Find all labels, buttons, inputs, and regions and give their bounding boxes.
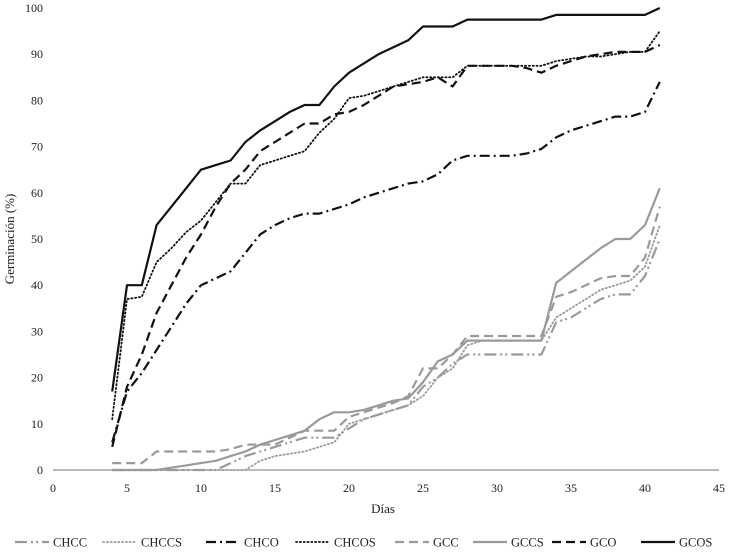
y-tick-label: 30: [31, 324, 43, 338]
legend-label: GCOS: [679, 536, 712, 550]
y-tick-label: 100: [25, 1, 43, 15]
y-tick-label: 20: [31, 371, 43, 385]
series-line-chcos: [111, 30, 661, 421]
legend-label: GCO: [590, 536, 616, 550]
x-tick-label: 45: [713, 481, 725, 495]
legend-label: GCC: [433, 536, 459, 550]
x-tick-label: 0: [50, 481, 56, 495]
x-tick-label: 15: [269, 481, 281, 495]
legend-label: CHCC: [53, 536, 87, 550]
series-line-chcc: [112, 238, 661, 472]
x-tick-label: 35: [565, 481, 577, 495]
legend-item-chcos: CHCOS: [295, 536, 376, 550]
legend-label: CHCO: [244, 536, 279, 550]
legend-item-chccs: CHCCS: [102, 536, 182, 550]
series-line-chccs: [111, 224, 661, 471]
y-tick-label: 80: [31, 93, 43, 107]
legend-item-gccs: GCCS: [473, 536, 544, 550]
x-axis-title: Días: [371, 501, 395, 516]
legend-item-gcc: GCC: [395, 536, 459, 550]
legend-label: CHCOS: [334, 536, 376, 550]
legend-item-gcos: GCOS: [641, 536, 712, 550]
x-tick-label: 25: [417, 481, 429, 495]
x-tick-label: 20: [343, 481, 355, 495]
y-axis-title: Germinación (%): [2, 194, 17, 285]
y-tick-label: 40: [31, 278, 43, 292]
series-lines: [111, 7, 661, 472]
y-tick-label: 0: [37, 463, 43, 477]
legend-item-gco: GCO: [552, 536, 616, 550]
x-tick-label: 10: [195, 481, 207, 495]
series-line-chco: [111, 81, 661, 443]
series-line-gcos: [111, 7, 661, 392]
y-tick-label: 90: [31, 47, 43, 61]
legend-item-chcc: CHCC: [15, 536, 87, 550]
legend-label: CHCCS: [141, 536, 182, 550]
legend: CHCC CHCCS CHCO CHCOS GCC GCCS GCO GCOS: [15, 536, 712, 550]
y-tick-label: 70: [31, 140, 43, 154]
tick-labels: 0 5 10 15 20 25 30 35 40 45 0 10 20 30 40 50 60 70 80 90 100: [25, 1, 725, 495]
series-line-gccs: [112, 187, 661, 472]
x-tick-label: 30: [491, 481, 503, 495]
y-tick-label: 60: [31, 186, 43, 200]
x-tick-label: 5: [124, 481, 130, 495]
y-tick-label: 50: [31, 232, 43, 246]
legend-item-chco: CHCO: [206, 536, 279, 550]
legend-label: GCCS: [511, 536, 544, 550]
series-line-gcc: [112, 206, 661, 465]
x-tick-label: 40: [639, 481, 651, 495]
y-tick-label: 10: [31, 417, 43, 431]
series-line-gco: [111, 44, 661, 448]
